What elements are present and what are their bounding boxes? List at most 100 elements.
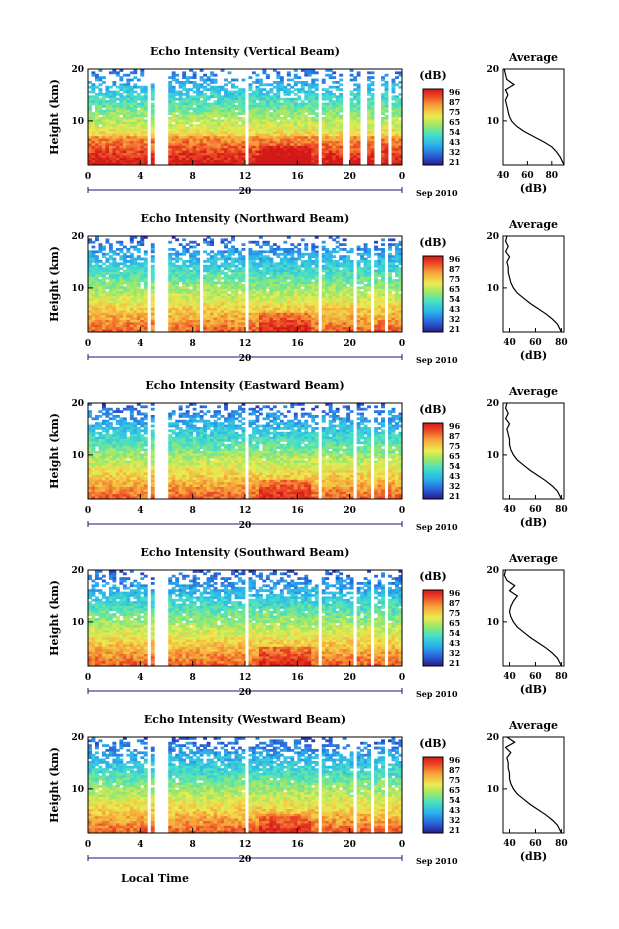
heatmap-cell [150,284,155,287]
heatmap-cell [349,150,354,154]
heatmap-cell [178,303,183,306]
heatmap-cell [217,138,221,142]
heatmap-cell [293,114,298,118]
heatmap-cell [115,329,120,333]
heatmap-cell [189,150,194,154]
heatmap-cell [122,272,127,275]
colorbar-tick-label: 65 [449,117,460,127]
heatmap-cell [346,250,351,254]
heatmap-cell [335,100,340,103]
heatmap-cell [367,76,371,79]
heatmap-cell [370,150,375,154]
heatmap-cell [297,324,302,328]
heatmap-cell [112,293,117,297]
heatmap-cell [210,133,214,137]
heatmap-cell [342,327,347,330]
heatmap-cell [98,298,103,302]
heatmap-cell [98,129,103,132]
heatmap-cell [332,155,337,159]
heatmap-cell [321,286,326,290]
heatmap-cell [213,312,218,316]
heatmap-cell [286,308,291,311]
heatmap-cell [196,124,201,127]
heatmap-cell [339,322,344,326]
heatmap-cell [356,248,361,251]
heatmap-cell [224,255,228,258]
heatmap-cell [325,93,330,96]
heatmap-cell [262,240,267,244]
heatmap-cell [384,95,389,99]
heatmap-cell [133,157,138,161]
heatmap-cell [175,320,180,323]
heatmap-cell [279,252,284,256]
heatmap-cell [227,102,232,106]
heatmap-cell [325,69,330,72]
heatmap-cell [297,255,302,258]
heatmap-cell [112,162,117,166]
heatmap-cell [342,291,347,294]
heatmap-cell [339,138,344,142]
heatmap-cell [293,100,298,103]
heatmap-cell [314,102,319,106]
heatmap-cell [304,133,309,137]
heatmap-cell [213,293,218,297]
heatmap-cell [293,274,298,278]
heatmap-cell [122,300,127,304]
heatmap-cell [91,73,96,77]
heatmap-cell [335,245,340,249]
heatmap-cell [381,102,385,106]
heatmap-cell [255,322,260,326]
heatmap-cell [217,157,221,161]
heatmap-cell [150,136,155,139]
heatmap-cell [140,264,145,268]
heatmap-cell [363,317,368,321]
heatmap-cell [88,129,92,132]
heatmap-cell [269,138,274,142]
heatmap-cell [297,252,302,256]
heatmap-cell [94,322,99,326]
heatmap-cell [349,153,354,156]
heatmap-cell [269,327,274,330]
heatmap-cell [150,291,155,294]
heatmap-cell [297,284,302,287]
heatmap-cell [224,243,228,246]
heatmap-cell [272,320,277,323]
heatmap-cell [136,320,141,323]
heatmap-cell [220,315,225,318]
heatmap-cell [98,90,103,94]
heatmap-cell [286,107,291,111]
heatmap-cell [279,296,284,299]
heatmap-cell [255,276,260,280]
heatmap-cell [112,279,117,282]
heatmap-cell [189,255,194,258]
heatmap-cell [115,317,120,321]
heatmap-cell [168,102,173,106]
heatmap-cell [381,162,385,166]
heatmap-cell [367,83,371,87]
heatmap-cell [258,255,263,258]
heatmap-cell [321,324,326,328]
heatmap-cell [101,320,106,323]
heatmap-cell [248,293,253,297]
heatmap-cell [283,322,288,326]
heatmap-cell [88,138,92,142]
heatmap-cell [206,121,211,125]
heatmap-cell [311,119,316,123]
heatmap-cell [105,126,110,130]
heatmap-cell [112,296,117,299]
heatmap-cell [227,329,232,333]
heatmap-cell [119,298,124,302]
heatmap-cell [94,143,99,147]
heatmap-cell [122,138,127,142]
heatmap-cell [94,162,99,166]
heatmap-cell [178,162,183,166]
heatmap-cell [328,131,333,135]
heatmap-cell [143,114,148,118]
heatmap-cell [314,303,319,306]
heatmap-cell [349,141,354,144]
heatmap-cell [297,124,302,127]
heatmap-cell [238,160,242,163]
heatmap-cell [367,276,371,280]
heatmap-cell [262,136,267,139]
heatmap-cell [196,131,201,135]
